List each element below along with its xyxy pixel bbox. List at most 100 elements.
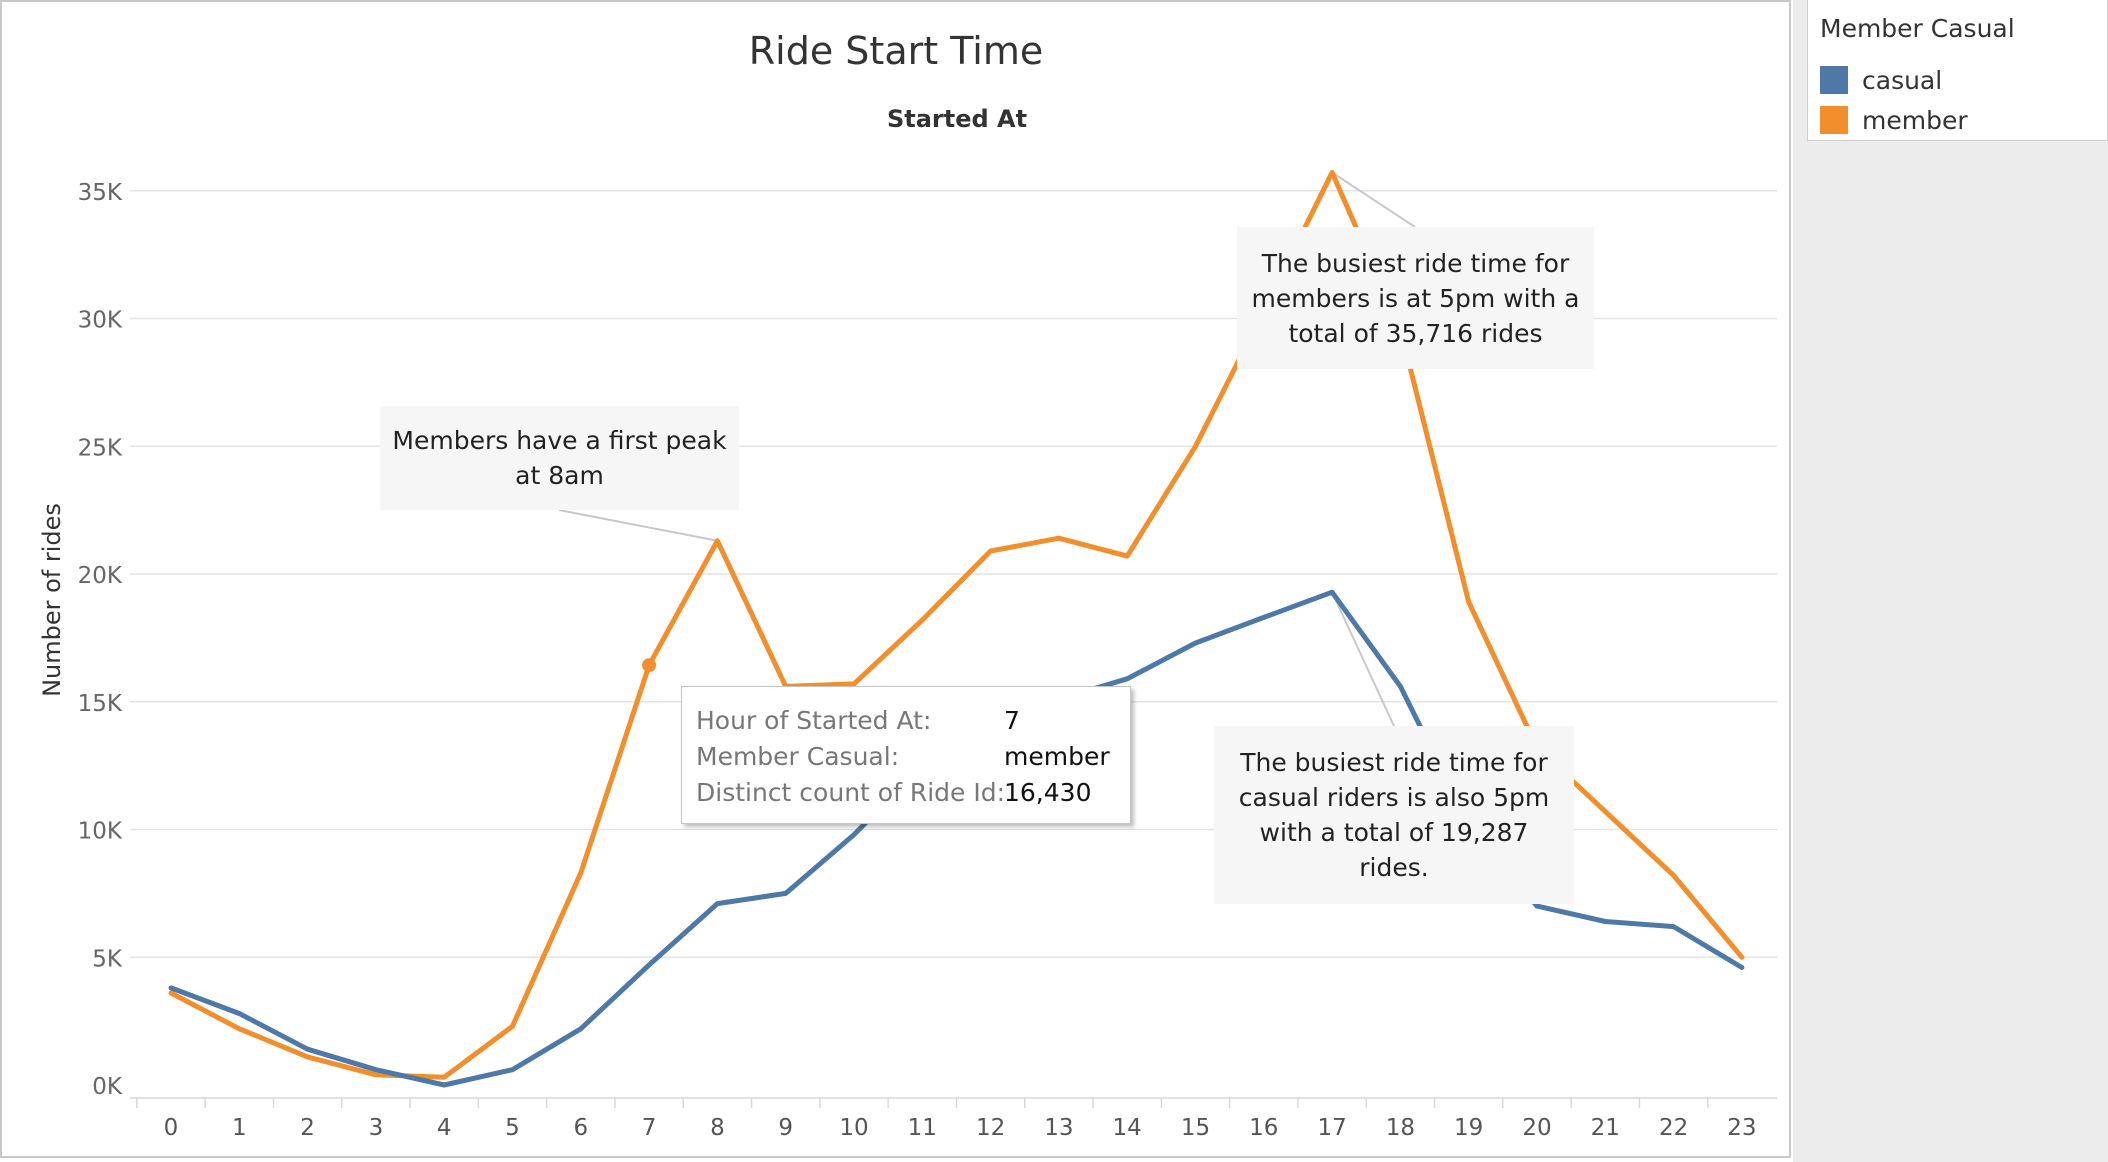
x-tick-label: 8 <box>710 1115 725 1141</box>
x-tick-label: 14 <box>1113 1115 1142 1141</box>
data-point-member <box>918 616 926 624</box>
data-point-member <box>372 1071 380 1079</box>
data-point-casual <box>235 1009 243 1017</box>
annotation-leaders <box>558 171 1416 727</box>
tooltip-value: member <box>1004 742 1110 771</box>
y-tick-label: 25K <box>78 435 123 461</box>
annotation-member-first-peak: Members have a first peak at 8am <box>380 406 739 510</box>
annotation-text: The busiest ride time for members is at … <box>1251 248 1580 348</box>
x-tick-label: 3 <box>369 1115 384 1141</box>
x-tick-label: 6 <box>573 1115 588 1141</box>
data-point-member <box>1055 534 1063 542</box>
x-tick-label: 7 <box>642 1115 657 1141</box>
side-panel: Member Casual casual member <box>1793 0 2108 1162</box>
tooltip-key: Distinct count of Ride Id: <box>696 778 1006 807</box>
data-point-casual <box>304 1045 312 1053</box>
legend-swatch-member <box>1820 106 1848 134</box>
x-tick-label: 12 <box>976 1115 1005 1141</box>
data-point-member <box>1328 168 1336 176</box>
x-tick-label: 16 <box>1249 1115 1278 1141</box>
x-tick-label: 17 <box>1317 1115 1346 1141</box>
data-point-member <box>987 547 995 555</box>
annotation-leader-line <box>1331 171 1416 228</box>
y-axis-label: Number of rides <box>38 503 66 697</box>
data-point-casual <box>1670 923 1678 931</box>
data-point-casual <box>1601 917 1609 925</box>
annotation-leader-line <box>1331 591 1395 727</box>
data-point-member <box>304 1053 312 1061</box>
y-tick-label: 0K <box>92 1074 123 1100</box>
data-point-casual <box>577 1025 585 1033</box>
data-point-casual <box>782 889 790 897</box>
data-point-casual <box>850 831 858 839</box>
y-axis: 0K 5K 10K 15K 20K 25K 30K 35K <box>78 180 123 1100</box>
data-point-casual <box>1260 613 1268 621</box>
tooltip: Hour of Started At: 7 Member Casual: mem… <box>681 686 1131 824</box>
series-line-member <box>168 170 1745 1080</box>
data-point-casual <box>1192 639 1200 647</box>
y-tick-label: 10K <box>78 819 123 845</box>
annotation-member-busiest: The busiest ride time for members is at … <box>1237 227 1594 369</box>
x-axis: 0 1 2 3 4 5 6 7 8 9 10 11 12 13 14 15 16 17 18 19 20 21 22 23 <box>136 1098 1757 1141</box>
x-tick-label: 22 <box>1659 1115 1688 1141</box>
data-point-member <box>1465 598 1473 606</box>
highlighted-point <box>642 658 657 673</box>
legend-label: member <box>1862 105 1968 135</box>
legend-title: Member Casual <box>1820 14 2015 43</box>
y-tick-label: 35K <box>78 180 123 206</box>
x-tick-label: 23 <box>1727 1115 1756 1141</box>
chart-pane: Ride Start Time Started At Number of rid… <box>0 0 1791 1158</box>
tooltip-value: 16,430 <box>1004 778 1092 807</box>
data-point-member <box>1738 953 1746 961</box>
data-point-member <box>713 537 721 545</box>
data-point-casual <box>1396 682 1404 690</box>
x-tick-label: 5 <box>505 1115 520 1141</box>
data-point-member <box>1670 871 1678 879</box>
data-point-member <box>235 1025 243 1033</box>
x-tick-label: 9 <box>778 1115 793 1141</box>
data-point-casual <box>645 961 653 969</box>
x-axis-header: Started At <box>887 105 1027 133</box>
x-tick-label: 1 <box>232 1115 247 1141</box>
chart-title: Ride Start Time <box>749 29 1043 73</box>
x-tick-label: 18 <box>1386 1115 1415 1141</box>
x-tick-label: 21 <box>1591 1115 1620 1141</box>
data-point-member <box>1601 808 1609 816</box>
data-point-casual <box>1738 963 1746 971</box>
annotation-text: The busiest ride time for casual riders … <box>1238 748 1550 882</box>
data-point-member <box>1123 552 1131 560</box>
tooltip-key: Hour of Started At: <box>696 706 932 735</box>
legend-item-casual[interactable]: casual <box>1820 64 1942 96</box>
x-tick-label: 10 <box>839 1115 868 1141</box>
x-tick-label: 2 <box>300 1115 315 1141</box>
tooltip-value: 7 <box>1004 706 1020 735</box>
data-point-member <box>440 1073 448 1081</box>
legend-label: casual <box>1862 65 1943 95</box>
annotation-leader-line <box>558 509 718 542</box>
x-tick-label: 4 <box>437 1115 452 1141</box>
x-tick-label: 20 <box>1522 1115 1551 1141</box>
data-point-casual <box>713 900 721 908</box>
data-point-casual <box>509 1066 517 1074</box>
data-point-member <box>509 1022 517 1030</box>
data-point-casual <box>440 1081 448 1089</box>
x-tick-label: 13 <box>1044 1115 1073 1141</box>
data-point-member <box>1192 442 1200 450</box>
data-point-casual <box>1123 675 1131 683</box>
tooltip-key: Member Casual: <box>696 742 900 771</box>
x-tick-label: 15 <box>1181 1115 1210 1141</box>
line-chart: Ride Start Time Started At Number of rid… <box>38 29 1777 1141</box>
data-point-member <box>577 869 585 877</box>
x-tick-label: 0 <box>164 1115 179 1141</box>
y-tick-label: 30K <box>78 308 123 334</box>
x-tick-label: 11 <box>908 1115 937 1141</box>
y-tick-label: 5K <box>92 946 123 972</box>
data-point-member <box>167 989 175 997</box>
y-tick-label: 15K <box>78 691 123 717</box>
annotation-casual-busiest: The busiest ride time for casual riders … <box>1214 726 1574 904</box>
y-tick-label: 20K <box>78 563 123 589</box>
x-tick-label: 19 <box>1454 1115 1483 1141</box>
legend[interactable]: Member Casual casual member <box>1807 0 2108 141</box>
data-point-casual <box>1328 588 1336 596</box>
legend-item-member[interactable]: member <box>1820 104 1968 136</box>
